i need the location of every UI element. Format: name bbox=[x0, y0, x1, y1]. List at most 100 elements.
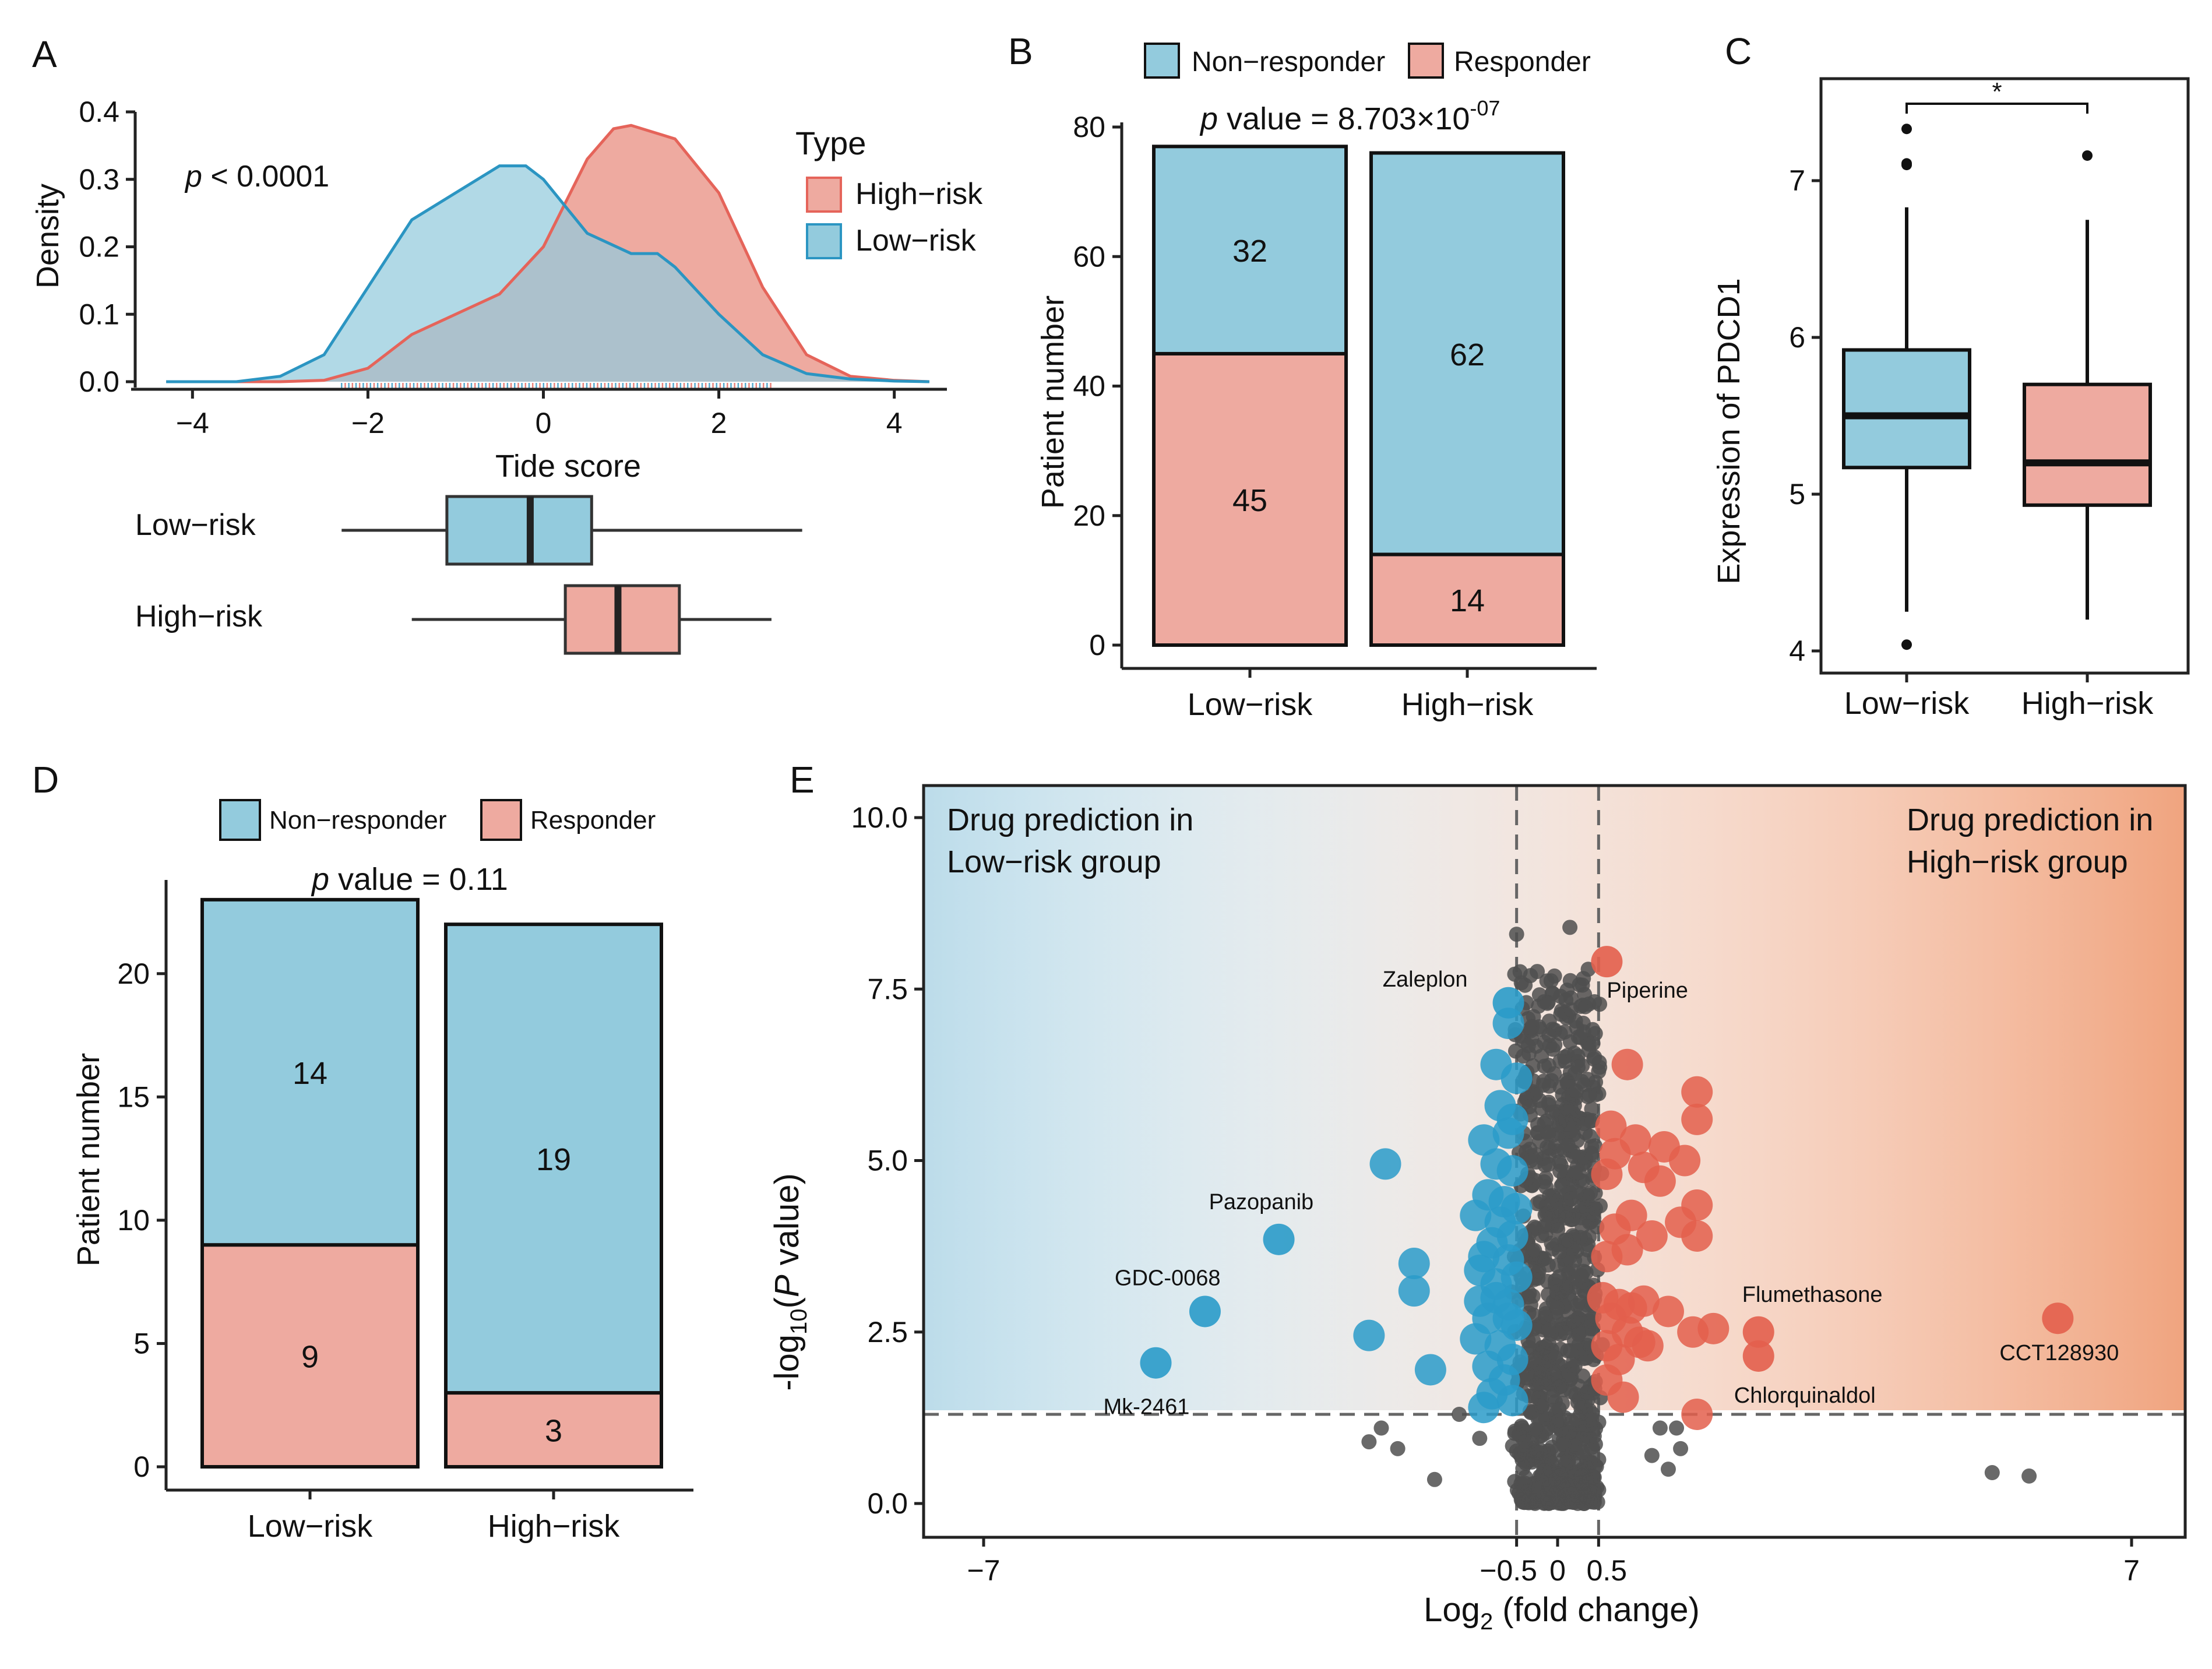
x-tick-label: 0.5 bbox=[1587, 1554, 1628, 1587]
x-title-suffix: (fold change) bbox=[1493, 1591, 1700, 1629]
point-not-significant bbox=[1541, 1322, 1556, 1338]
pdcd1-boxplot: 4 5 6 7 Low−risk High−risk * bbox=[1789, 77, 2190, 721]
point-high-risk-drug bbox=[1681, 1398, 1713, 1430]
title-exponent: -07 bbox=[1470, 96, 1500, 120]
panel-a: A 0.0 0.1 0.2 0.3 0.4 −4 −2 0 2 4 p < 0.0001 Dens… bbox=[30, 33, 983, 655]
legend-label-responder: Responder bbox=[1454, 47, 1591, 78]
panel-d: D Non−responder Responder p value = 0.11… bbox=[32, 759, 693, 1544]
bar-responder bbox=[444, 1391, 663, 1469]
y-tick-label: 60 bbox=[1073, 240, 1105, 273]
legend-label-low-risk: Low−risk bbox=[855, 224, 977, 258]
x-axis-title: Log2 (fold change) bbox=[1424, 1591, 1700, 1635]
volcano-plot: Zaleplon Piperine Pazopanib GDC-0068 Mk-2461… bbox=[851, 784, 2187, 1587]
density-plot: 0.0 0.1 0.2 0.3 0.4 −4 −2 0 2 4 bbox=[79, 96, 947, 439]
point-not-significant bbox=[1540, 995, 1555, 1011]
bar-value-label: 3 bbox=[545, 1414, 562, 1449]
point-low-risk-drug bbox=[1369, 1148, 1401, 1180]
point-not-significant bbox=[1537, 1463, 1552, 1479]
point-low-risk-drug bbox=[1460, 1323, 1492, 1355]
point-high-risk-drug bbox=[1697, 1312, 1730, 1344]
x-tick-label: 4 bbox=[886, 407, 903, 439]
point-not-significant bbox=[1552, 1163, 1568, 1179]
point-not-significant bbox=[1568, 1165, 1583, 1181]
point-not-significant bbox=[1532, 1093, 1548, 1108]
point-not-significant bbox=[1562, 973, 1578, 988]
point-not-significant bbox=[1517, 1434, 1533, 1449]
legend: Non−responder Responder bbox=[219, 799, 656, 841]
point-not-significant bbox=[1549, 1414, 1565, 1429]
point-not-significant bbox=[1538, 1170, 1554, 1186]
point-low-risk-drug bbox=[1460, 1199, 1492, 1231]
point-not-significant bbox=[1584, 1139, 1600, 1154]
stacked-bar-chart: 0 20 40 60 80 45 32 Low−risk 14 62 High−risk bbox=[1073, 111, 1597, 722]
x-tick-label: −4 bbox=[176, 407, 209, 439]
legend: Type High−risk Low−risk bbox=[795, 125, 983, 259]
point-not-significant bbox=[1570, 1059, 1586, 1075]
plot-frame bbox=[1819, 77, 2190, 675]
y-axis-title: Expression of PDCD1 bbox=[1711, 278, 1746, 584]
labeled-drug-point bbox=[1263, 1223, 1295, 1255]
point-not-significant bbox=[1588, 1421, 1604, 1436]
point-high-risk-drug bbox=[1644, 1165, 1676, 1197]
point-not-significant bbox=[1523, 1404, 1538, 1420]
point-high-risk-drug bbox=[1611, 1048, 1643, 1080]
point-not-significant bbox=[1564, 1494, 1580, 1510]
y-title-italic: P bbox=[768, 1274, 806, 1297]
point-not-significant bbox=[1592, 997, 1608, 1012]
box bbox=[2023, 382, 2152, 507]
y-tick-label: 0.4 bbox=[79, 96, 119, 128]
point-not-significant bbox=[1575, 1445, 1590, 1460]
drug-label: Chlorquinaldol bbox=[1734, 1383, 1876, 1408]
labeled-drug-point bbox=[1742, 1316, 1774, 1348]
y-tick-label: 0.0 bbox=[79, 365, 119, 398]
labeled-drug-point bbox=[1742, 1340, 1774, 1372]
y-title-suffix: value) bbox=[768, 1173, 806, 1274]
point-not-significant bbox=[1584, 1406, 1600, 1422]
labeled-drug-point bbox=[1591, 946, 1623, 978]
point-not-significant bbox=[1524, 1019, 1540, 1034]
point-high-risk-drug bbox=[1591, 1159, 1623, 1191]
legend-swatch-non-responder bbox=[219, 799, 261, 841]
point-not-significant bbox=[1574, 1267, 1590, 1283]
point-not-significant bbox=[1373, 1420, 1389, 1436]
point-not-significant bbox=[1541, 1027, 1557, 1043]
point-low-risk-drug bbox=[1480, 1281, 1512, 1314]
y-tick-label: 7 bbox=[1789, 164, 1805, 197]
p-symbol: p bbox=[311, 862, 329, 897]
tide-boxplots bbox=[341, 495, 802, 655]
point-low-risk-drug bbox=[1496, 1155, 1528, 1187]
y-title-open: ( bbox=[768, 1297, 806, 1308]
point-not-significant bbox=[1562, 1424, 1577, 1440]
point-not-significant bbox=[1524, 1178, 1540, 1193]
point-not-significant bbox=[1518, 1455, 1534, 1471]
y-title-prefix: -log bbox=[768, 1335, 806, 1391]
point-not-significant bbox=[1568, 1083, 1584, 1099]
drug-label: Mk-2461 bbox=[1104, 1395, 1190, 1420]
point-high-risk-drug bbox=[1669, 1145, 1701, 1177]
title-text: value = 0.11 bbox=[329, 862, 508, 897]
y-tick-label: 15 bbox=[117, 1080, 150, 1113]
density-line-high-risk bbox=[166, 124, 929, 383]
y-tick-label: 0.3 bbox=[79, 163, 119, 196]
point-not-significant bbox=[1426, 1471, 1442, 1487]
y-tick-label: 40 bbox=[1073, 370, 1105, 403]
point-not-significant bbox=[1529, 1196, 1545, 1212]
drug-label: CCT128930 bbox=[1999, 1341, 2119, 1365]
panel-letter-b: B bbox=[1008, 30, 1033, 72]
bar-value-label: 19 bbox=[536, 1142, 571, 1177]
bar-responder bbox=[200, 1243, 420, 1469]
point-not-significant bbox=[1984, 1465, 2000, 1481]
y-tick-label: 5 bbox=[1789, 478, 1805, 510]
point-not-significant bbox=[1525, 1243, 1541, 1259]
point-not-significant bbox=[1580, 1385, 1595, 1400]
point-not-significant bbox=[1561, 1453, 1576, 1469]
legend-label-responder: Responder bbox=[530, 806, 656, 834]
point-not-significant bbox=[1531, 1390, 1547, 1406]
y-tick-label: 5 bbox=[133, 1327, 150, 1360]
point-not-significant bbox=[1528, 1445, 1544, 1460]
point-not-significant bbox=[1551, 1244, 1567, 1259]
right-region-title-line1: Drug prediction in bbox=[1907, 802, 2153, 837]
box bbox=[1842, 348, 1971, 470]
drug-label: GDC-0068 bbox=[1115, 1266, 1221, 1290]
bar-value-label: 32 bbox=[1232, 234, 1267, 269]
